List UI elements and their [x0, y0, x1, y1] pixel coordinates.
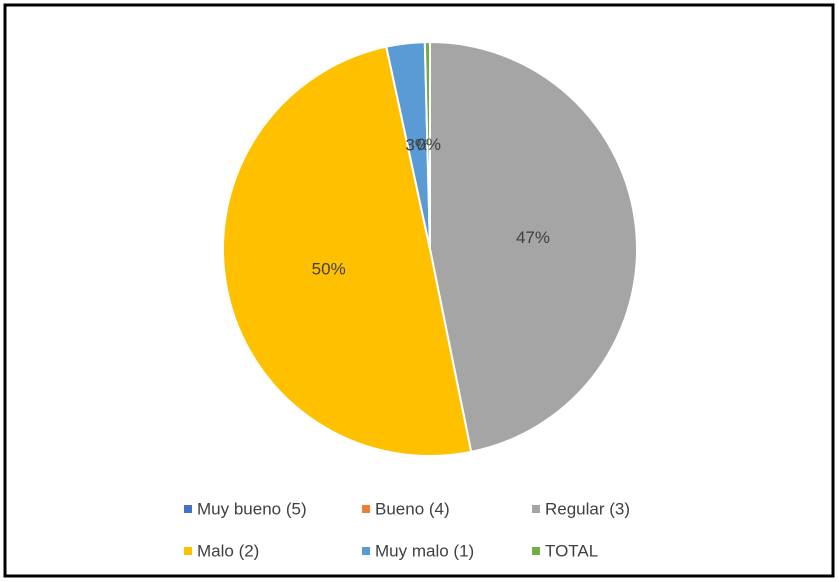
legend-label: Regular (3) — [545, 499, 630, 518]
legend-swatch — [532, 505, 540, 513]
data-label: 3% — [405, 136, 430, 155]
legend-label: Muy bueno (5) — [197, 499, 307, 518]
data-label: 50% — [312, 260, 346, 279]
pie-slice — [423, 40, 431, 250]
legend-label: Bueno (4) — [375, 499, 450, 518]
legend-label: Muy malo (1) — [375, 541, 474, 560]
legend-swatch — [532, 547, 540, 555]
pie-slice — [429, 40, 638, 454]
legend-swatch — [362, 547, 370, 555]
legend-swatch — [184, 505, 192, 513]
data-label: 0% — [416, 135, 441, 154]
legend-label: Malo (2) — [197, 541, 259, 560]
legend-swatch — [184, 547, 192, 555]
legend-swatch — [362, 505, 370, 513]
pie-slice — [222, 45, 473, 457]
data-label: 47% — [516, 228, 550, 247]
legend-label: TOTAL — [545, 541, 598, 560]
